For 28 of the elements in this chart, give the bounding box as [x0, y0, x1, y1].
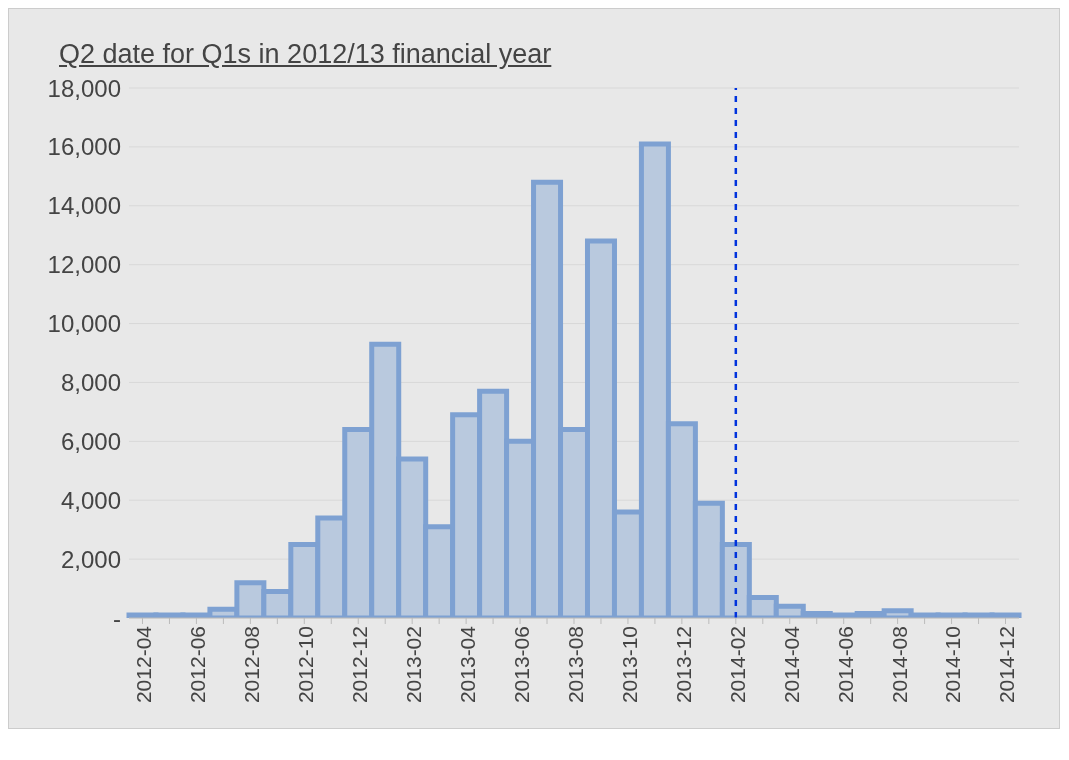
- x-tick-label: 2014-02: [725, 626, 749, 704]
- x-tick-label: 2012-06: [186, 626, 210, 704]
- x-tick-label: 2014-10: [941, 626, 965, 704]
- y-tick-label: 10,000: [47, 310, 121, 338]
- y-tick-label: 18,000: [47, 74, 121, 102]
- x-tick-label: 2013-10: [617, 626, 641, 704]
- x-tick-label: 2014-08: [887, 626, 911, 704]
- x-tick-label: 2014-06: [833, 626, 857, 704]
- x-tick-label: 2013-02: [402, 626, 426, 704]
- y-tick-label: 16,000: [47, 133, 121, 161]
- x-tick-label: 2012-10: [294, 626, 318, 704]
- y-tick-label: 6,000: [60, 427, 121, 455]
- y-tick-label: 2,000: [60, 545, 121, 573]
- y-tick-label: 14,000: [47, 192, 121, 220]
- y-tick-label: 4,000: [60, 486, 121, 514]
- x-tick-label: 2013-12: [671, 626, 695, 704]
- y-tick-label: 8,000: [60, 368, 121, 396]
- x-tick-label: 2014-04: [779, 625, 803, 704]
- x-tick-label: 2013-06: [509, 626, 533, 704]
- x-tick-label: 2012-08: [240, 626, 264, 704]
- y-tick-label: -: [113, 604, 121, 632]
- x-tick-label: 2013-04: [456, 625, 480, 704]
- x-tick-label: 2014-12: [995, 626, 1019, 704]
- x-tick-label: 2012-04: [132, 625, 156, 704]
- x-tick-label: 2012-12: [348, 626, 372, 704]
- chart-title: Q2 date for Q1s in 2012/13 financial year: [59, 39, 552, 69]
- y-tick-label: 12,000: [47, 251, 121, 279]
- x-tick-label: 2013-08: [563, 626, 587, 704]
